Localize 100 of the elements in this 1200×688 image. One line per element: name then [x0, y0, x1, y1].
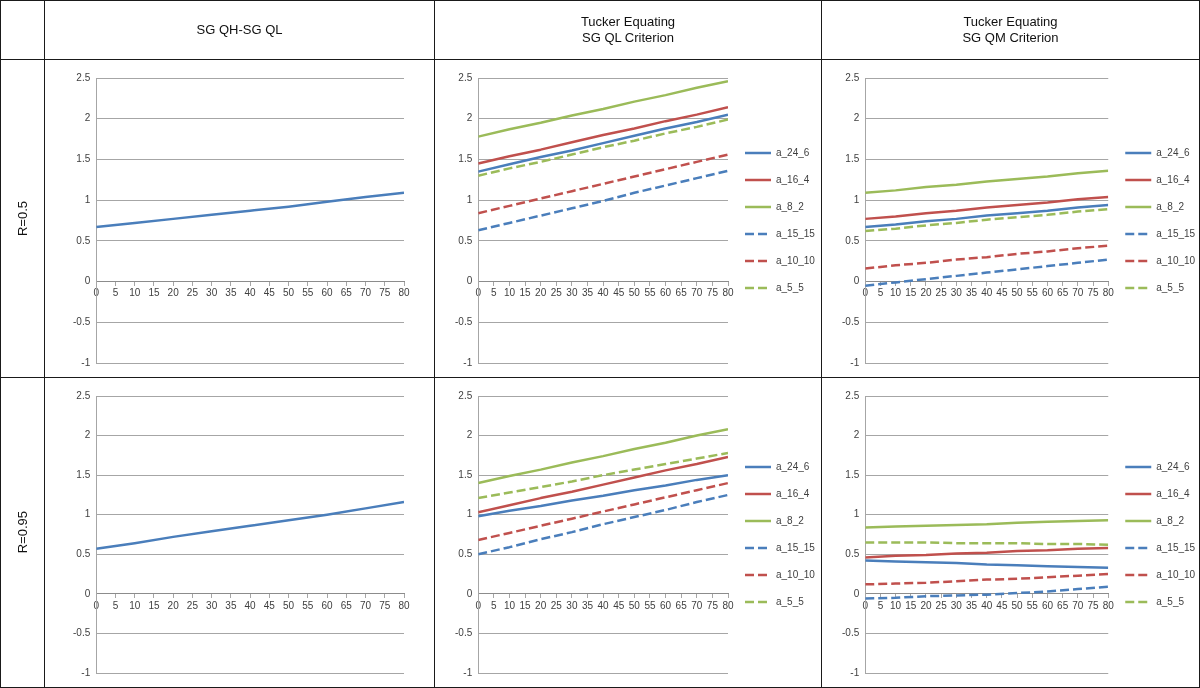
x-tick-label: 70 [1072, 287, 1084, 299]
legend-label: a_16_4 [1156, 487, 1191, 499]
legend-label: a_15_15 [776, 227, 816, 239]
y-tick-label: 0.5 [458, 234, 473, 246]
legend-label: a_15_15 [776, 541, 816, 553]
y-tick-label: -0.5 [842, 627, 860, 639]
x-tick-label: 50 [628, 287, 641, 299]
legend-label: a_15_15 [1156, 227, 1196, 239]
x-tick-label: 80 [722, 599, 734, 611]
y-tick-label: 0.5 [76, 234, 91, 246]
y-tick-label: 2.5 [76, 71, 91, 83]
y-tick-label: 2 [466, 429, 473, 441]
x-tick-label: 75 [706, 287, 719, 299]
y-tick-label: 0 [466, 275, 473, 287]
legend-label: a_5_5 [776, 595, 805, 607]
x-tick-label: 25 [935, 287, 948, 299]
x-tick-label: 15 [519, 287, 532, 299]
y-tick-label: 1.5 [458, 153, 473, 165]
y-tick-label: 1.5 [845, 468, 860, 480]
x-tick-label: 25 [550, 287, 563, 299]
y-tick-label: 0 [466, 587, 473, 599]
y-tick-label: 1 [466, 508, 473, 520]
x-tick-label: 65 [1057, 599, 1069, 611]
y-tick-label: 2 [84, 429, 91, 441]
x-tick-label: 60 [660, 287, 672, 299]
x-tick-label: 45 [613, 287, 625, 299]
y-tick-label: 0.5 [458, 548, 473, 560]
line-series [478, 481, 728, 542]
x-tick-label: 65 [675, 287, 688, 299]
x-tick-label: 50 [283, 287, 295, 299]
x-tick-label: 45 [263, 599, 276, 611]
x-tick-label: 40 [981, 287, 993, 299]
y-tick-label: 1.5 [76, 468, 91, 480]
x-tick-label: 55 [302, 599, 314, 611]
line-series [478, 451, 728, 500]
legend-label: a_8_2 [1156, 200, 1185, 212]
x-tick-label: 25 [935, 599, 948, 611]
x-tick-label: 25 [550, 599, 563, 611]
y-tick-label: 2.5 [845, 389, 860, 401]
x-tick-label: 40 [244, 287, 257, 299]
x-tick-label: 60 [1041, 287, 1054, 299]
y-tick-label: 2 [853, 112, 860, 124]
x-tick-label: 5 [112, 287, 119, 299]
legend-label: a_16_4 [1156, 173, 1191, 185]
x-tick-label: 80 [1102, 287, 1115, 299]
line-series [865, 572, 1109, 586]
y-tick-label: 0 [853, 587, 860, 599]
y-tick-label: 1.5 [76, 153, 91, 165]
y-tick-label: 0 [84, 275, 91, 287]
x-tick-label: 80 [398, 287, 410, 299]
y-tick-label: 1 [466, 193, 473, 205]
x-tick-label: 35 [581, 287, 594, 299]
x-tick-label: 10 [503, 599, 516, 611]
legend-label: a_24_6 [776, 146, 810, 158]
chart-title: Tucker Equating SG QM Criterion [962, 14, 1059, 46]
y-tick-label: -1 [463, 666, 473, 678]
y-tick-label: 2.5 [845, 71, 860, 83]
y-tick-label: 1 [853, 508, 860, 520]
x-tick-label: 40 [981, 599, 993, 611]
x-tick-label: 15 [148, 287, 160, 299]
line-series [865, 585, 1109, 600]
legend-label: a_10_10 [1156, 568, 1196, 580]
legend-label: a_8_2 [1156, 514, 1185, 526]
line-series [478, 153, 728, 215]
x-tick-label: 45 [996, 287, 1008, 299]
x-tick-label: 45 [263, 287, 276, 299]
x-tick-label: 30 [950, 287, 963, 299]
x-tick-label: 35 [225, 287, 237, 299]
x-tick-label: 50 [1011, 287, 1024, 299]
x-tick-label: 10 [129, 287, 141, 299]
x-tick-label: 45 [613, 599, 625, 611]
y-tick-label: 1 [84, 508, 91, 520]
y-axis-title: R=0.5 [15, 200, 30, 237]
y-tick-label: -0.5 [455, 627, 473, 639]
y-tick-label: -1 [463, 356, 473, 368]
y-tick-label: 1 [853, 193, 860, 205]
x-tick-label: 15 [148, 599, 160, 611]
y-tick-label: 2 [466, 112, 473, 124]
x-tick-label: 35 [581, 599, 594, 611]
x-tick-label: 50 [283, 599, 295, 611]
x-tick-label: 30 [206, 599, 218, 611]
y-tick-label: -1 [81, 666, 91, 678]
x-tick-label: 60 [1041, 599, 1054, 611]
x-tick-label: 50 [628, 599, 641, 611]
y-tick-label: 0.5 [76, 548, 91, 560]
x-tick-label: 55 [302, 287, 314, 299]
x-tick-label: 55 [1026, 599, 1039, 611]
x-tick-label: 70 [359, 287, 372, 299]
x-tick-label: 15 [905, 599, 917, 611]
y-axis-title: R=0.95 [15, 511, 30, 554]
x-tick-label: 65 [340, 287, 353, 299]
x-tick-label: 40 [597, 287, 610, 299]
x-tick-label: 70 [1072, 599, 1084, 611]
chart-title: SG QH-SG QL [196, 22, 283, 38]
y-tick-label: 1.5 [458, 468, 473, 480]
x-tick-label: 10 [503, 287, 516, 299]
legend-label: a_10_10 [776, 568, 816, 580]
x-tick-label: 60 [321, 287, 334, 299]
x-tick-label: 20 [167, 599, 180, 611]
x-tick-label: 75 [379, 599, 391, 611]
